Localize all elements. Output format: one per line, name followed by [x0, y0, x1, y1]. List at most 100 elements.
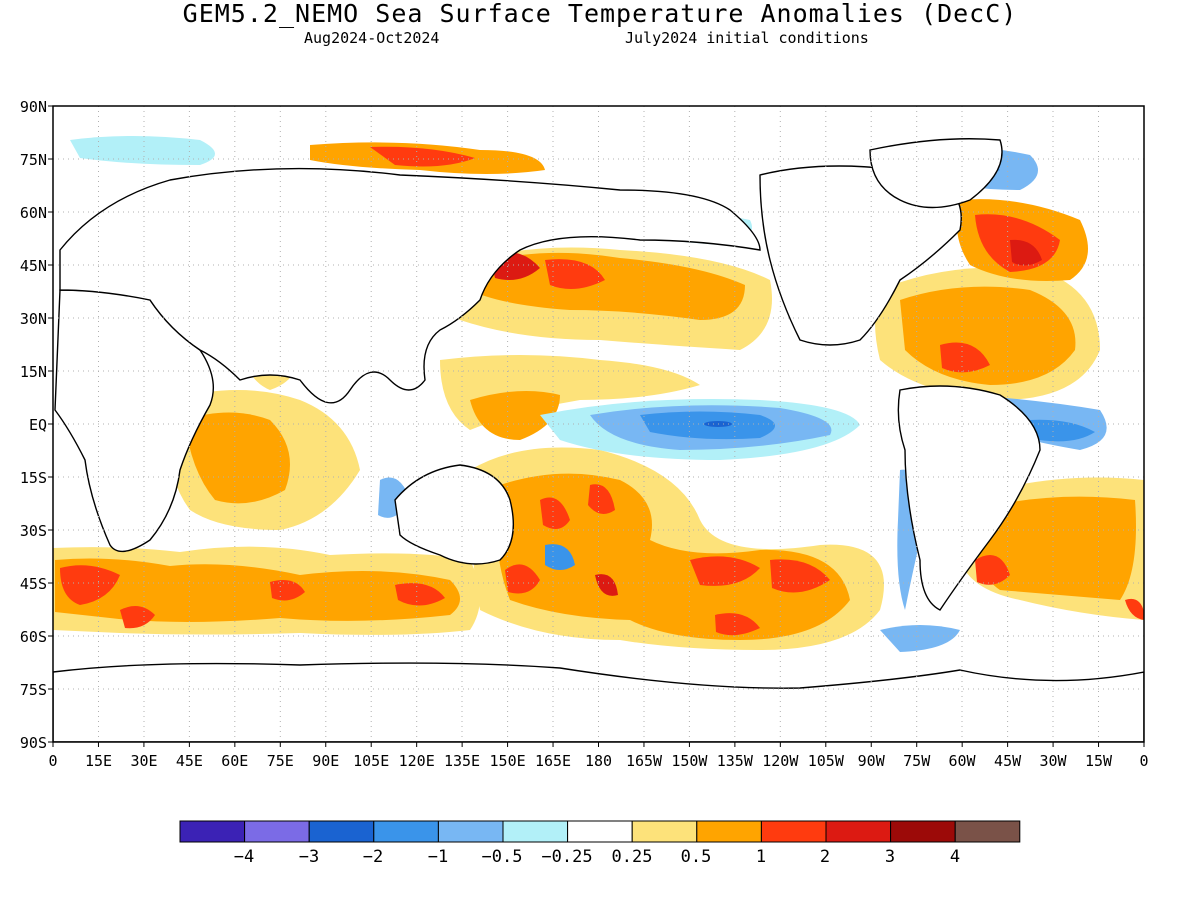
legend-swatch [502, 820, 569, 843]
lon-label: 15W [1085, 752, 1113, 770]
legend-swatch [825, 820, 892, 843]
lon-label: 0 [1139, 752, 1148, 770]
legend-swatch [437, 820, 504, 843]
legend-label: −0.5 [482, 847, 523, 867]
legend-swatch [954, 820, 1021, 843]
anomaly-cool-region [545, 544, 575, 570]
lon-label: 15E [85, 752, 112, 770]
legend-label: 0.25 [612, 847, 653, 867]
lon-label: 135E [444, 752, 480, 770]
anomaly-hot-region [370, 146, 475, 167]
lat-label: 75S [20, 681, 47, 699]
legend-label: 0.5 [681, 847, 712, 867]
australia-outline [394, 464, 515, 565]
legend-label: −1 [428, 847, 448, 867]
lat-label: 30N [20, 310, 47, 328]
lon-label: 165W [626, 752, 663, 770]
lon-label: 90E [312, 752, 339, 770]
anomaly-warm-region [470, 391, 560, 440]
legend-swatch [179, 820, 246, 843]
legend-label: 2 [820, 847, 830, 867]
anomaly-hot-region [505, 564, 540, 594]
lat-label: 90S [20, 734, 47, 752]
lon-label: 120W [762, 752, 799, 770]
lat-label: 30S [20, 522, 47, 540]
legend-swatch [567, 820, 633, 843]
legend-swatch [631, 820, 698, 843]
anomaly-hot-region [120, 606, 155, 629]
lon-label: 150W [671, 752, 708, 770]
lon-label: 75W [903, 752, 931, 770]
legend-swatch [890, 820, 956, 843]
legend-swatch [696, 820, 762, 843]
lon-label: 165E [535, 752, 571, 770]
anomaly-hot-region [715, 613, 760, 636]
legend-swatch [373, 820, 439, 843]
lon-label: 105E [353, 752, 389, 770]
anomaly-warm-region [974, 496, 1136, 600]
longitude-axis: 0 15E 30E 45E 60E 75E 90E 105E 120E 135E… [48, 752, 1148, 770]
lat-label: 45N [20, 257, 47, 275]
legend-swatch [760, 820, 827, 843]
south-america-outline [897, 385, 1041, 611]
color-legend-labels: −4 −3 −2 −1 −0.5 −0.25 0.25 0.5 1 2 3 4 [234, 847, 960, 867]
lat-label: 75N [20, 151, 47, 169]
forecast-period: Aug2024-Oct2024 [304, 29, 440, 47]
legend-swatch [244, 820, 310, 843]
legend-label: −3 [299, 847, 319, 867]
lat-label: 15N [20, 363, 47, 381]
lon-label: 105W [808, 752, 845, 770]
lat-label: 15S [20, 469, 47, 487]
lon-label: 150E [490, 752, 526, 770]
map-title: GEM5.2_NEMO Sea Surface Temperature Anom… [182, 0, 1018, 28]
anomaly-cool-region [70, 136, 215, 165]
anomaly-hot-region [395, 583, 445, 606]
anomaly-hot-region [975, 555, 1010, 585]
anomaly-cool-region [1030, 419, 1095, 442]
land-outlines [53, 138, 1144, 742]
anomaly-hot-region [595, 574, 618, 596]
lat-label: 90N [20, 98, 47, 116]
lat-label: 45S [20, 575, 47, 593]
lon-label: 30W [1039, 752, 1067, 770]
anomaly-hot-region [545, 259, 605, 289]
lat-label: EQ [29, 416, 47, 434]
lon-label: 75E [267, 752, 294, 770]
lon-label: 45E [176, 752, 203, 770]
anomaly-hot-region [1010, 239, 1042, 266]
lon-label: 30E [130, 752, 157, 770]
anomaly-hot-region [270, 579, 305, 601]
lon-label: 180 [585, 752, 612, 770]
lat-label: 60S [20, 628, 47, 646]
anomaly-cool-region [880, 625, 960, 652]
initial-conditions: July2024 initial conditions [625, 29, 869, 47]
lat-label: 60N [20, 204, 47, 222]
eurasia-outline [59, 167, 761, 404]
anomaly-hot-region [940, 342, 990, 373]
anomaly-hot-region [770, 559, 830, 593]
legend-label: −2 [363, 847, 383, 867]
anomaly-hot-region [1125, 598, 1144, 620]
anomaly-warm-region [55, 558, 460, 622]
graticule [53, 106, 1144, 742]
lon-label: 90W [858, 752, 886, 770]
anomaly-warm-region [496, 473, 850, 640]
anomaly-warm-region [185, 412, 290, 504]
greenland-outline [869, 138, 1003, 209]
lon-label: 60W [948, 752, 976, 770]
anomaly-hot-region [540, 497, 570, 529]
legend-swatch [308, 820, 375, 843]
anomaly-hot-region [588, 484, 615, 514]
anomaly-field [53, 136, 1144, 652]
lon-label: 60E [221, 752, 248, 770]
anomaly-hot-region [690, 556, 760, 586]
lon-label: 135W [717, 752, 754, 770]
latitude-axis: 90N 75N 60N 45N 30N 15N EQ 15S 30S 45S 6… [20, 98, 47, 752]
legend-label: 3 [885, 847, 895, 867]
legend-label: 4 [950, 847, 960, 867]
anomaly-warm-region [470, 252, 745, 320]
anomaly-hot-region [60, 565, 120, 605]
lon-label: 120E [399, 752, 435, 770]
lon-label: 45W [994, 752, 1022, 770]
